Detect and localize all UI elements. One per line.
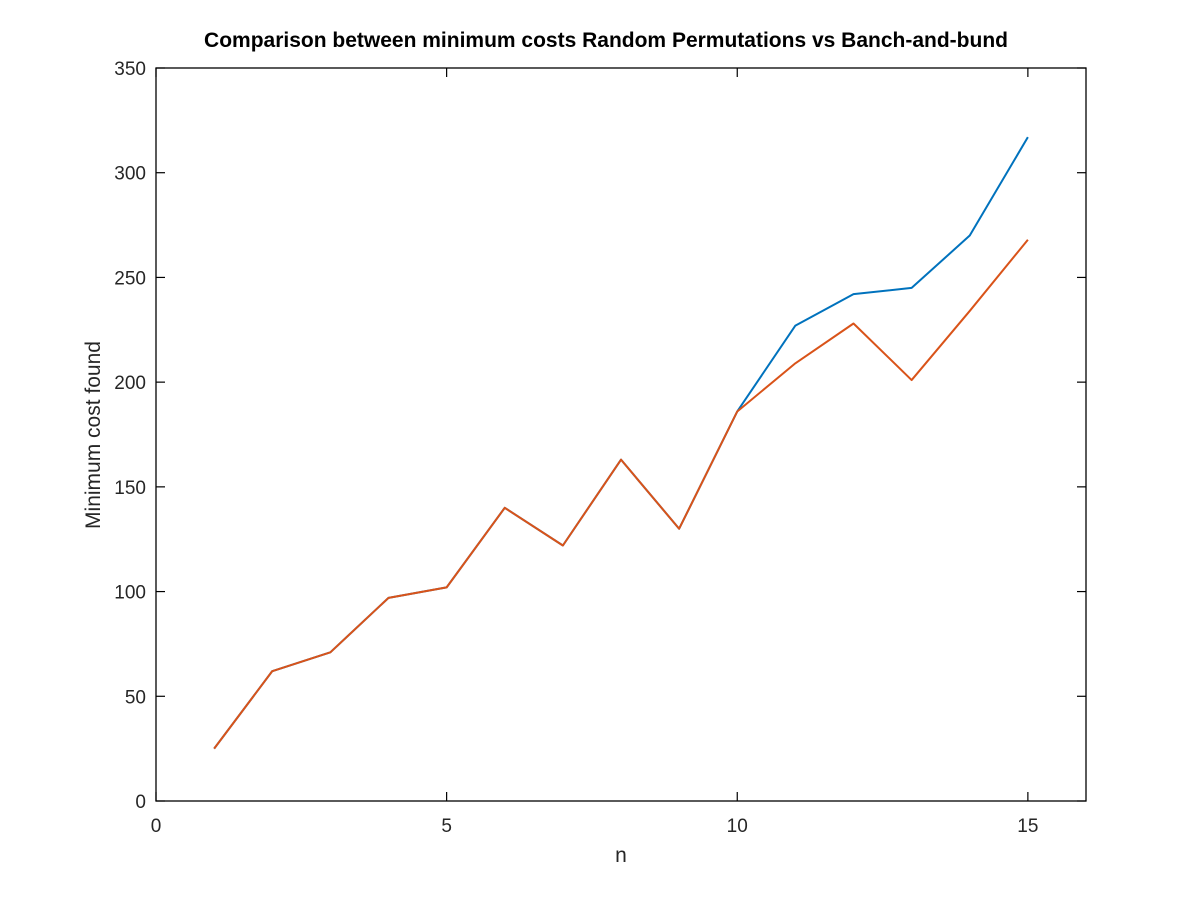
chart-title: Comparison between minimum costs Random … — [204, 29, 1008, 52]
plot-area: 0 5 10 15 0 50 100 150 200 250 300 350 — [114, 59, 1087, 837]
plot-frame — [155, 67, 1087, 802]
x-tick-label: 10 — [727, 816, 748, 837]
x-tick-label: 15 — [1017, 816, 1038, 837]
y-tick-label: 100 — [114, 583, 146, 604]
y-tick-label: 300 — [114, 164, 146, 185]
x-tick-label: 5 — [441, 816, 452, 837]
series-2-line — [213, 239, 1029, 750]
y-tick-label: 250 — [114, 268, 146, 289]
y-axis-ticks: 0 50 100 150 200 250 300 350 — [114, 59, 1086, 813]
series-layer — [213, 136, 1029, 750]
y-tick-label: 150 — [114, 478, 146, 499]
x-tick-label: 0 — [151, 816, 162, 837]
y-tick-label: 200 — [114, 373, 146, 394]
y-tick-label: 50 — [125, 687, 146, 708]
x-axis-ticks: 0 5 10 15 — [151, 68, 1038, 837]
x-axis-label: n — [615, 844, 627, 867]
y-tick-label: 0 — [135, 792, 146, 813]
series-2 — [213, 239, 1029, 750]
y-tick-label: 350 — [114, 59, 146, 80]
y-axis-label: Minimum cost found — [82, 341, 105, 529]
